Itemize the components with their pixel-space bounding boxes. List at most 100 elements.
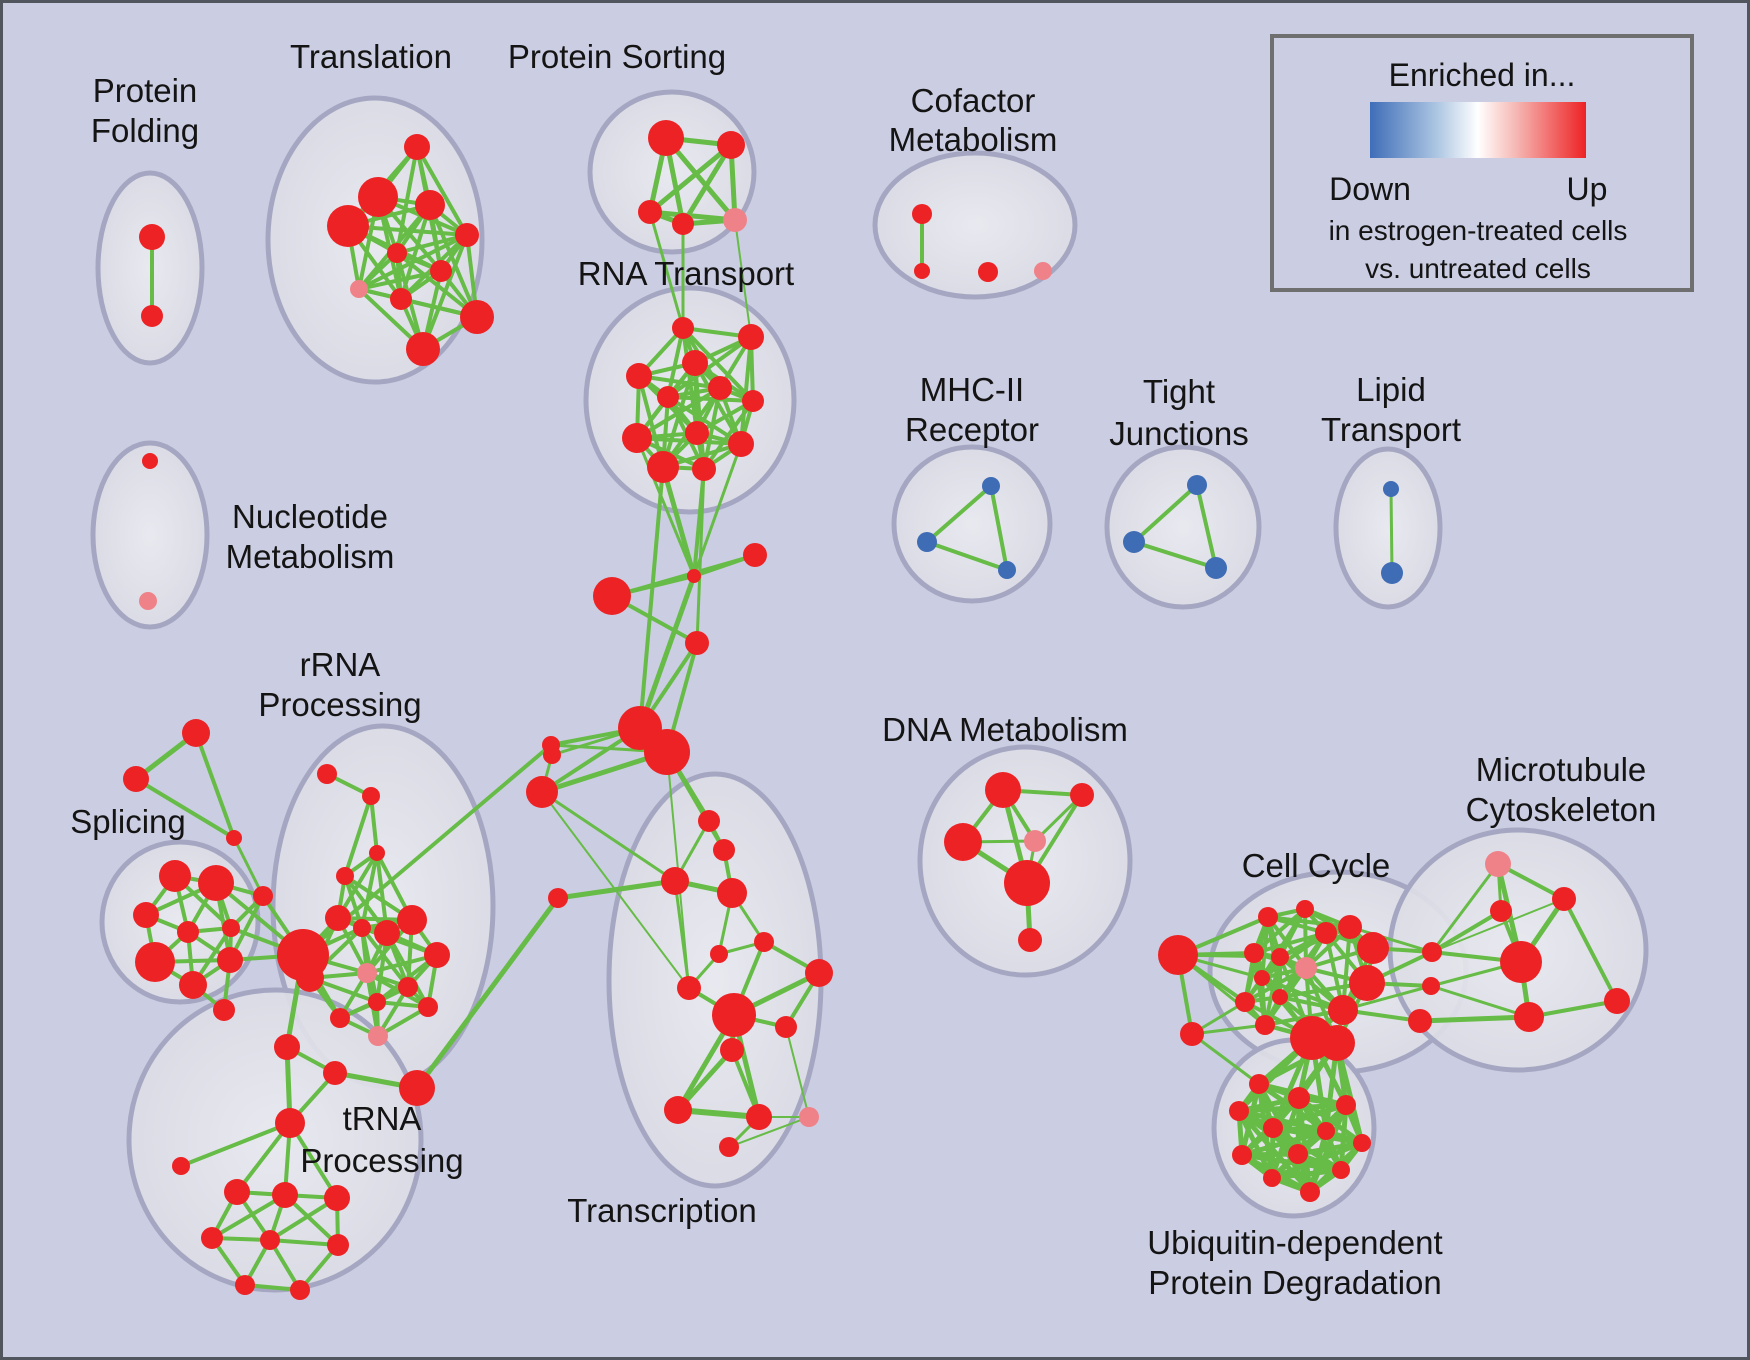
edge — [681, 326, 755, 403]
edge — [1431, 898, 1565, 953]
gene-set-node-tn2 — [272, 1182, 298, 1208]
gene-set-node-tr9 — [390, 288, 412, 310]
gene-set-node-tn5 — [327, 1234, 349, 1256]
gene-set-node-dm2 — [944, 823, 982, 861]
gene-set-node-rr5 — [325, 905, 351, 931]
gene-set-node-tr11 — [406, 332, 440, 366]
edge — [134, 777, 236, 840]
gene-set-node-tn1 — [224, 1179, 250, 1205]
gene-set-node-mtP — [1485, 851, 1511, 877]
legend-down-label: Down — [1329, 171, 1411, 207]
gene-set-node-tx16 — [799, 1107, 819, 1127]
gene-set-node-ps5 — [723, 208, 747, 232]
gene-set-node-rr6 — [353, 919, 371, 937]
edge — [1195, 483, 1218, 570]
gene-set-node-ub6 — [1317, 1122, 1335, 1140]
edge — [785, 1026, 810, 1118]
edge — [1389, 487, 1394, 575]
gene-set-node-nm2 — [139, 592, 157, 610]
edge — [989, 484, 1009, 572]
gene-set-node-rt9 — [622, 423, 652, 453]
gene-set-node-rt1 — [672, 317, 694, 339]
gene-set-node-cc4 — [1338, 915, 1362, 939]
gene-set-node-tx15 — [746, 1104, 772, 1130]
gene-set-node-tr5 — [455, 223, 479, 247]
edge — [673, 879, 691, 990]
gene-set-node-tx10 — [805, 959, 833, 987]
cluster-label-tight-junctions: Tight Junctions — [1109, 373, 1248, 452]
edge — [1190, 1023, 1267, 1036]
edge — [637, 374, 722, 390]
gene-set-node-tx3 — [713, 839, 735, 861]
gene-set-node-cc3 — [1315, 922, 1337, 944]
edge — [179, 1121, 292, 1168]
edge — [666, 326, 685, 399]
gene-set-node-rr11 — [418, 997, 438, 1017]
gene-set-node-rr10 — [398, 977, 418, 997]
cluster-label-dna-metabolism: DNA Metabolism — [882, 711, 1128, 748]
cluster-label-ubiquitin-degradation: Ubiquitin-dependent Protein Degradation — [1147, 1224, 1442, 1301]
gene-set-node-rrp2 — [368, 1026, 388, 1046]
legend-gradient-bar — [1370, 102, 1586, 158]
gene-set-node-cc11 — [1235, 992, 1255, 1012]
gene-set-node-rt8 — [685, 421, 709, 445]
gene-set-node-tr10 — [460, 300, 494, 334]
edge — [638, 465, 665, 730]
gene-set-node-ub4 — [1229, 1101, 1249, 1121]
gene-set-node-cm1 — [912, 204, 932, 224]
edge — [1562, 897, 1619, 1003]
gene-set-node-ub7 — [1353, 1134, 1371, 1152]
gene-set-node-rt6 — [708, 376, 732, 400]
gene-set-node-rr13 — [330, 1008, 350, 1028]
gene-set-node-rr9 — [424, 942, 450, 968]
gene-set-node-tx8 — [710, 945, 728, 963]
gene-set-node-pf1 — [139, 224, 165, 250]
edge — [232, 836, 265, 898]
gene-set-node-ub9 — [1288, 1144, 1308, 1164]
gene-set-node-rr1 — [317, 764, 337, 784]
gene-set-node-cc13 — [1328, 995, 1358, 1025]
gene-set-node-tx9 — [677, 976, 701, 1000]
cluster-label-protein-folding: Protein Folding — [91, 72, 199, 149]
gene-set-node-dm5 — [1070, 783, 1094, 807]
edge — [734, 219, 752, 338]
gene-set-node-cm4 — [1034, 262, 1052, 280]
gene-set-node-tx5 — [717, 878, 747, 908]
edge — [369, 794, 379, 855]
gene-set-node-rr2 — [362, 787, 380, 805]
gene-set-node-mt1 — [1552, 887, 1576, 911]
cluster-label-cofactor-metabolism: Cofactor Metabolism — [889, 82, 1058, 158]
gene-set-node-ccJ1 — [1422, 942, 1442, 962]
legend-title: Enriched in... — [1389, 57, 1576, 93]
edge — [1429, 984, 1531, 1019]
gene-set-node-mh1 — [982, 477, 1000, 495]
gene-set-node-pf2 — [141, 305, 163, 327]
gene-set-node-rr8 — [397, 905, 427, 935]
edge — [702, 399, 755, 471]
edge — [210, 1193, 287, 1240]
gene-set-node-dm1 — [985, 772, 1021, 808]
edge — [357, 269, 443, 291]
cluster-label-mhc-ii-receptor: MHC-II Receptor — [905, 371, 1039, 448]
gene-set-node-cc2 — [1296, 900, 1314, 918]
gene-set-node-cc7 — [1271, 948, 1289, 966]
cluster-ellipse-tight-junctions — [1104, 444, 1262, 610]
gene-set-node-cc1 — [1258, 907, 1278, 927]
edge — [660, 464, 697, 579]
gene-set-node-cx1 — [743, 543, 767, 567]
cluster-label-trna-processing: tRNA Processing — [300, 1100, 463, 1179]
gene-set-node-cc8 — [1254, 970, 1270, 986]
edge — [1278, 925, 1352, 959]
edge — [666, 335, 753, 399]
gene-set-node-ccJ3 — [1408, 1009, 1432, 1033]
edge — [540, 790, 677, 883]
cluster-labels-layer: Protein Folding Nucleotide Metabolism Transl… — [70, 38, 1656, 1301]
edge — [555, 878, 678, 901]
cluster-ellipse-cofactor-metabolism — [872, 150, 1078, 300]
gene-set-node-tr4 — [327, 205, 369, 247]
edge — [1132, 540, 1218, 570]
gene-set-node-tx11 — [712, 993, 756, 1037]
gene-set-node-tx7 — [754, 932, 774, 952]
edge — [1348, 925, 1434, 954]
